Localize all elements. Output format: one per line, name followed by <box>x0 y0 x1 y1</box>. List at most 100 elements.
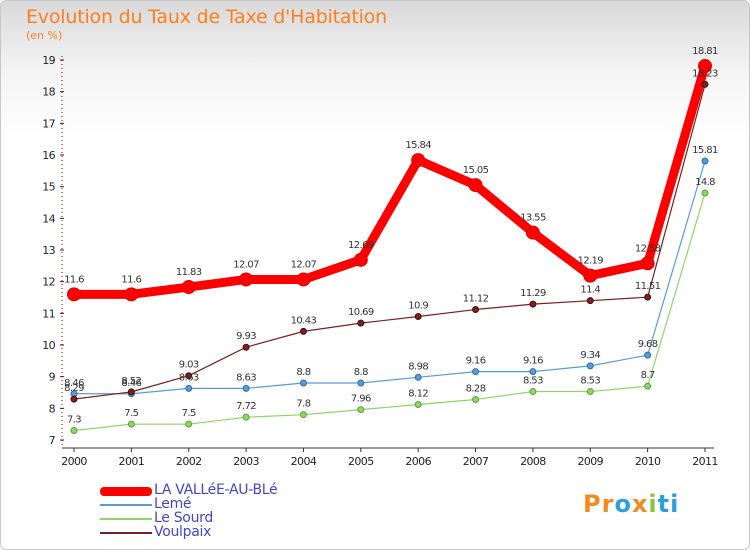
data-point <box>185 372 193 380</box>
data-point <box>296 272 311 287</box>
logo-letters: Pr <box>583 490 615 518</box>
legend-swatch <box>100 486 152 496</box>
data-label: 8.52 <box>121 376 141 387</box>
data-label: 9.93 <box>236 331 256 342</box>
data-point <box>67 287 81 302</box>
legend-swatch <box>100 504 152 506</box>
y-tick-label: 18 <box>42 86 55 99</box>
data-label: 12.19 <box>577 256 603 267</box>
data-point <box>299 411 307 419</box>
data-label: 18.81 <box>692 46 718 57</box>
x-tick-label: 2000 <box>61 455 87 468</box>
data-label: 8.8 <box>354 367 368 378</box>
legend-label: Voulpaix <box>154 524 212 540</box>
y-tick-label: 11 <box>42 307 55 320</box>
data-point <box>357 319 365 327</box>
data-point <box>472 395 480 403</box>
data-label: 9.16 <box>523 356 543 367</box>
data-label: 13.55 <box>520 213 546 224</box>
x-tick-label: 2010 <box>635 455 661 468</box>
data-label: 8.12 <box>408 389 428 400</box>
data-point <box>411 153 426 168</box>
data-point <box>701 80 709 88</box>
legend-swatch <box>100 532 152 534</box>
data-point <box>644 351 652 359</box>
data-label: 8.8 <box>296 367 310 378</box>
data-point <box>414 401 422 409</box>
y-tick-label: 12 <box>42 276 55 289</box>
data-label: 15.81 <box>692 145 718 156</box>
chart-title: Evolution du Taux de Taxe d'Habitation <box>26 6 387 28</box>
data-point <box>124 287 139 302</box>
data-point <box>70 427 78 434</box>
data-label: 11.12 <box>463 294 489 305</box>
x-tick-label: 2006 <box>405 455 431 468</box>
data-label: 7.3 <box>67 415 81 426</box>
data-label: 8.63 <box>179 372 199 383</box>
data-label: 10.43 <box>291 315 317 326</box>
data-label: 8.46 <box>64 378 84 389</box>
y-tick-label: 19 <box>42 54 55 67</box>
data-point <box>299 379 307 387</box>
data-point <box>127 420 135 428</box>
series-points <box>67 59 712 434</box>
proxiti-logo: Proxiti <box>583 490 679 518</box>
data-point <box>644 293 652 301</box>
data-point <box>586 362 594 370</box>
x-tick-label: 2001 <box>119 455 145 468</box>
data-label: 10.9 <box>408 301 428 312</box>
data-point <box>239 272 254 287</box>
data-label: 15.05 <box>463 165 489 176</box>
series-line-3 <box>73 83 706 400</box>
data-point <box>472 306 480 314</box>
data-label: 12.69 <box>348 240 374 251</box>
data-label: 7.96 <box>351 394 371 405</box>
data-label: 8.29 <box>64 383 84 394</box>
data-point <box>698 59 712 74</box>
data-label: 10.69 <box>348 307 374 318</box>
y-tick-label: 13 <box>42 244 55 257</box>
data-point <box>242 384 250 392</box>
y-tick-label: 7 <box>49 434 56 447</box>
y-tick-label: 14 <box>42 212 55 225</box>
data-label: 8.7 <box>641 370 655 381</box>
data-label: 7.5 <box>124 408 138 419</box>
data-point <box>701 189 709 197</box>
data-label: 12.07 <box>233 259 259 270</box>
data-point <box>70 395 78 403</box>
data-label: 11.6 <box>64 274 84 285</box>
x-tick-label: 2003 <box>233 455 259 468</box>
data-label: 11.51 <box>635 281 661 292</box>
data-label: 9.16 <box>466 356 486 367</box>
data-point <box>185 420 193 428</box>
data-point <box>468 178 483 193</box>
data-point <box>525 225 540 240</box>
data-label: 11.83 <box>176 267 202 278</box>
data-label: 12.07 <box>291 259 317 270</box>
y-tick-label: 10 <box>42 339 55 352</box>
logo-letters: ti <box>657 490 680 518</box>
y-tick-label: 17 <box>42 117 55 130</box>
logo-letters: o <box>614 490 632 518</box>
x-tick-label: 2005 <box>348 455 374 468</box>
x-tick-label: 2002 <box>176 455 202 468</box>
x-tick-label: 2009 <box>577 455 603 468</box>
x-tick-label: 2007 <box>463 455 489 468</box>
data-label: 8.28 <box>466 383 486 394</box>
data-label: 8.98 <box>408 361 428 372</box>
series-line-0 <box>69 61 710 299</box>
series-lines <box>69 61 710 432</box>
data-point <box>353 252 368 267</box>
logo-letters: x <box>631 490 649 518</box>
data-point <box>357 379 365 387</box>
x-tick-label: 2004 <box>291 455 317 468</box>
data-labels: 7.3 7.5 7.5 7.72 7.8 7.96 8.12 8.28 8.53 8.53 8.7 1… <box>64 46 719 426</box>
data-label: 8.63 <box>236 372 256 383</box>
x-tick-label: 2008 <box>520 455 546 468</box>
legend-label: Lemé <box>154 496 192 512</box>
data-point <box>127 388 135 396</box>
data-point <box>299 327 307 335</box>
data-point <box>701 157 709 165</box>
data-label: 11.4 <box>580 285 600 296</box>
